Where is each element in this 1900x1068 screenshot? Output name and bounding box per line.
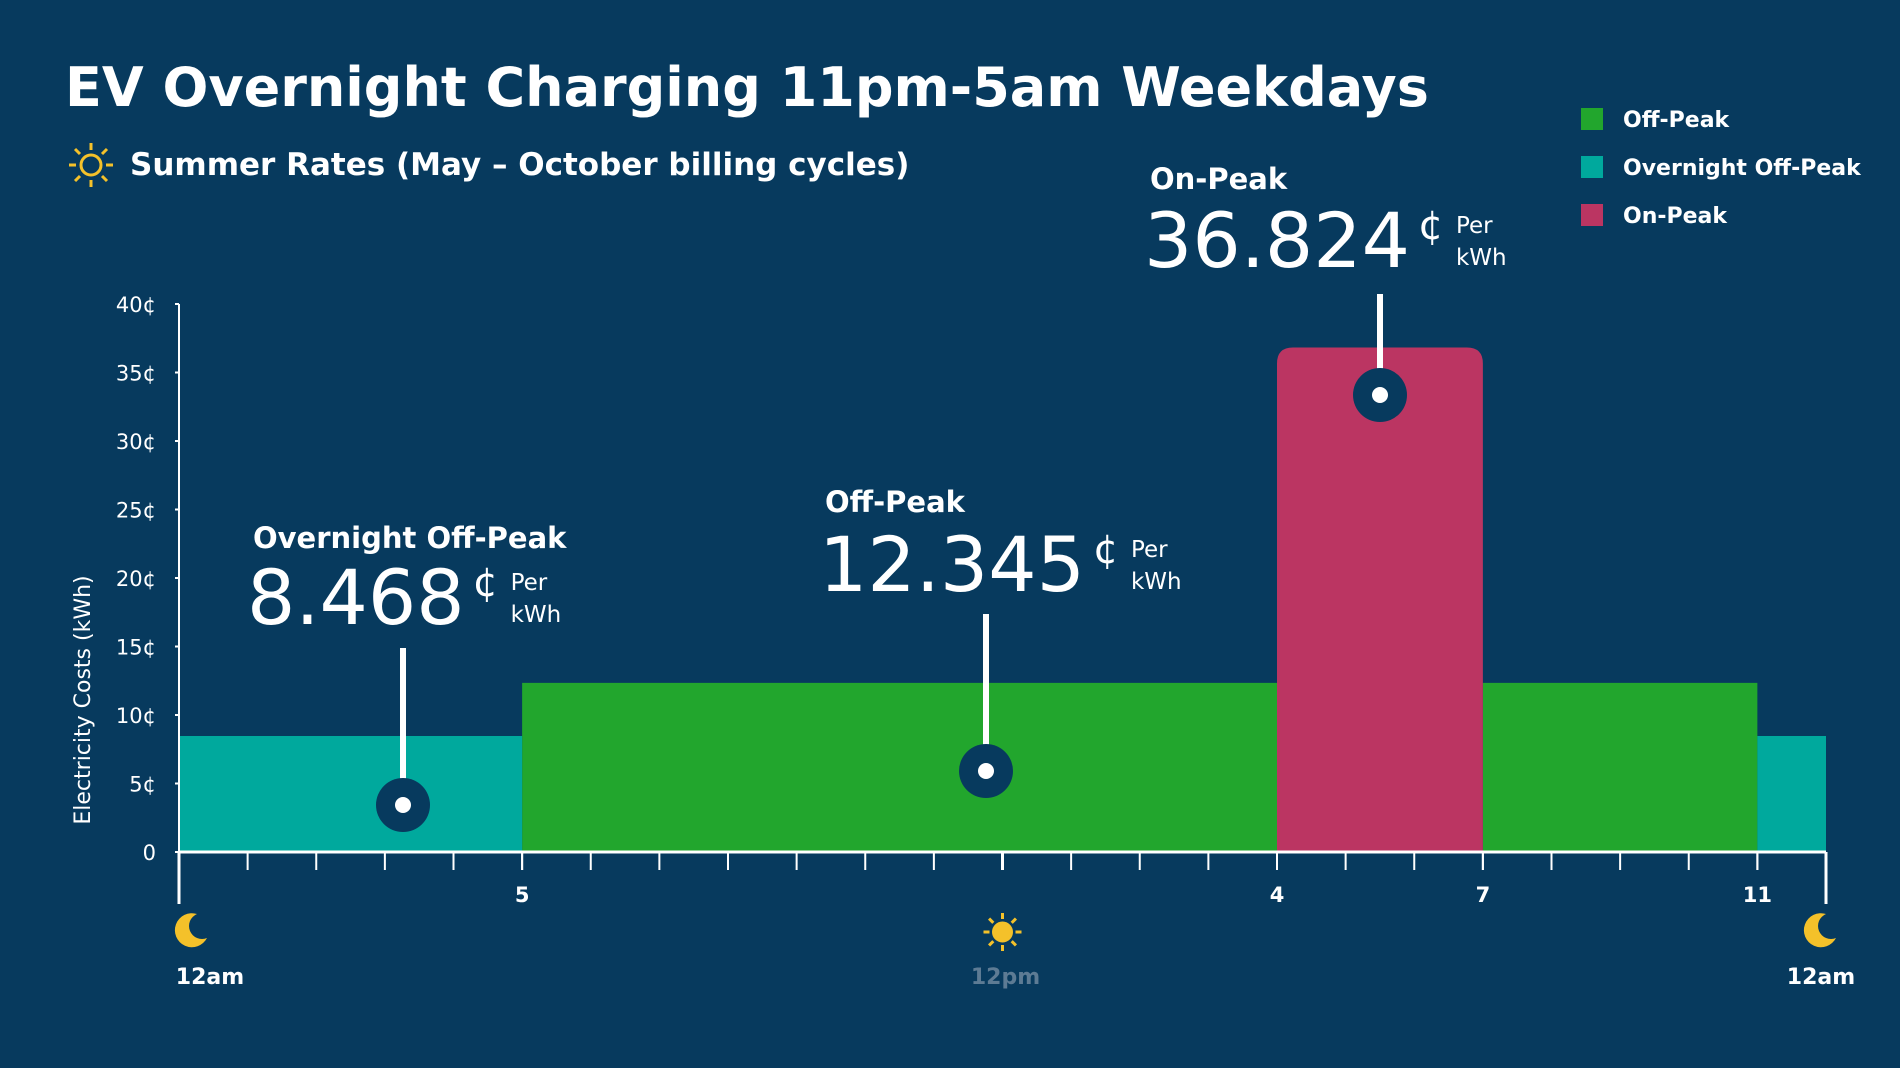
- bar: [1482, 682, 1758, 852]
- callout-label: Off-Peak: [825, 485, 966, 519]
- bar: [522, 682, 1277, 852]
- legend-label: On-Peak: [1623, 204, 1728, 229]
- sun-core: [992, 921, 1013, 943]
- x-tick-label: 11: [1743, 883, 1772, 907]
- callout-unit-note: kWh: [1131, 569, 1182, 595]
- callout-label: Overnight Off-Peak: [253, 521, 567, 555]
- x-tick-label: 12am: [176, 965, 244, 990]
- y-tick-label: 5¢: [129, 773, 156, 797]
- sun-ray: [988, 940, 995, 947]
- x-tick-label: 12pm: [971, 965, 1040, 990]
- callout-unit: ¢: [1418, 203, 1443, 249]
- callout-unit-note: Per: [511, 570, 548, 596]
- legend-swatch: [1581, 156, 1603, 178]
- y-tick-label: 35¢: [116, 362, 156, 386]
- legend-swatch: [1581, 204, 1603, 226]
- y-tick-label: 40¢: [116, 293, 156, 317]
- callout-unit-note: kWh: [511, 602, 562, 628]
- callout-unit: ¢: [1093, 527, 1118, 573]
- bar: [1277, 347, 1483, 852]
- callout-value: 8.468: [247, 553, 465, 642]
- y-tick-label: 0: [143, 841, 156, 865]
- bar: [1757, 735, 1826, 852]
- callout-value: 36.824: [1144, 196, 1410, 285]
- bar: [179, 735, 523, 852]
- callout-dot: [978, 763, 994, 779]
- legend-swatch: [1581, 108, 1603, 130]
- y-tick-label: 10¢: [116, 704, 156, 728]
- callout-value: 12.345: [819, 520, 1085, 609]
- x-tick-label: 12am: [1787, 965, 1855, 990]
- y-tick-label: 25¢: [116, 499, 156, 523]
- moon-icon: [1803, 913, 1836, 948]
- x-tick-label: 7: [1476, 883, 1491, 907]
- callout-unit-note: Per: [1131, 537, 1168, 563]
- sun-ray: [988, 917, 995, 924]
- callout-unit: ¢: [473, 560, 498, 606]
- y-axis-label: Electricity Costs (kWh): [71, 575, 96, 824]
- callout-unit-note: kWh: [1456, 245, 1507, 271]
- sun-ray: [1010, 940, 1017, 947]
- y-tick-label: 30¢: [116, 430, 156, 454]
- callout-label: On-Peak: [1150, 162, 1288, 196]
- legend-label: Overnight Off-Peak: [1623, 156, 1862, 181]
- x-tick-label: 4: [1270, 883, 1285, 907]
- y-tick-label: 20¢: [116, 567, 156, 591]
- y-tick-label: 15¢: [116, 636, 156, 660]
- callout-unit-note: Per: [1456, 213, 1493, 239]
- callout-dot: [395, 797, 411, 813]
- sun-icon: [983, 913, 1022, 951]
- moon-icon: [174, 913, 207, 948]
- chart-subtitle: Summer Rates (May – October billing cycl…: [130, 147, 909, 183]
- legend-label: Off-Peak: [1623, 108, 1731, 133]
- callout-dot: [1372, 387, 1388, 403]
- sun-ray: [1010, 917, 1017, 924]
- chart-title: EV Overnight Charging 11pm-5am Weekdays: [65, 56, 1429, 119]
- sun-icon: [69, 143, 113, 187]
- x-tick-label: 5: [515, 883, 530, 907]
